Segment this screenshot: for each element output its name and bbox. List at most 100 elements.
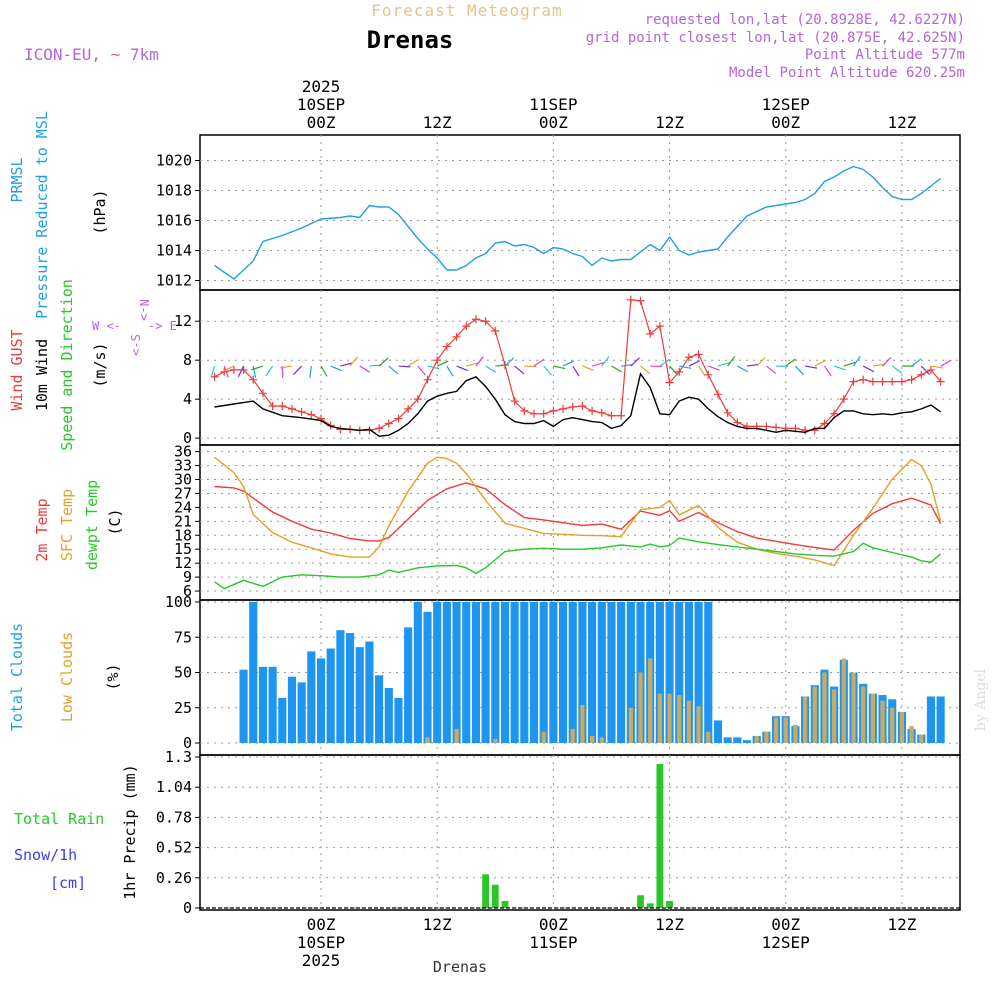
low-cloud-bar [783, 717, 788, 743]
wind-gust-point [404, 404, 413, 413]
wind-gust-point [743, 422, 752, 431]
total-cloud-bar [462, 602, 471, 743]
wind-gust-point [597, 408, 606, 417]
wind-direction-arrow [222, 365, 235, 373]
wind-gust-point [849, 377, 858, 386]
top-time-label: 12Z [423, 113, 452, 132]
y-tick-label: 36 [174, 443, 192, 461]
wind-direction-arrow [804, 365, 818, 369]
wind-gust-point [297, 407, 306, 416]
y-tick-label: 12 [174, 312, 192, 330]
wind-direction-arrow [330, 365, 342, 372]
low-cloud-bar [812, 686, 817, 743]
wind-10m-series-line [214, 372, 942, 437]
wind-direction-arrow [814, 360, 826, 367]
wind-direction-arrow [533, 358, 545, 367]
wind-direction-arrow [309, 365, 312, 379]
total-cloud-bar [539, 602, 548, 743]
sfc-temp-label: SFC Temp [58, 489, 76, 561]
low-cloud-bar [832, 689, 837, 743]
y-tick-label: 0 [183, 429, 192, 447]
wind-direction-arrow [591, 362, 604, 367]
wind-direction-arrow [407, 358, 419, 367]
wind-gust-point [936, 377, 945, 386]
total-cloud-bar [336, 630, 345, 743]
total-cloud-bar [326, 648, 335, 743]
top-time-label: 11SEP [529, 95, 577, 114]
wind-direction-arrow [562, 360, 575, 367]
wind-direction-arrow [669, 365, 679, 376]
total-rain-label: Total Rain [14, 810, 104, 828]
y-tick-label: 25 [174, 699, 192, 717]
wind-direction-arrow [388, 365, 399, 375]
point-altitude: Point Altitude 577m [805, 47, 965, 63]
requested-location: requested lon,lat (20.8928E, 42.6227N) [645, 12, 965, 28]
wind-direction-arrow [611, 365, 623, 373]
wind-direction-arrow [524, 365, 537, 368]
low-clouds-label: Low Clouds [58, 632, 76, 722]
y-tick-label: 0 [183, 734, 192, 752]
compass-south: <-S [129, 334, 143, 356]
low-cloud-bar [764, 731, 769, 743]
wind-direction-arrow [911, 358, 922, 367]
low-cloud-bar [686, 700, 692, 743]
wind-10m-label: 10m Wind [33, 339, 51, 411]
wind-gust-point [655, 322, 664, 331]
total-cloud-bar [665, 602, 674, 743]
bottom-time-label: 00Z [771, 915, 800, 934]
rain-bar [501, 901, 509, 908]
y-tick-label: 21 [174, 512, 192, 530]
low-cloud-bar [580, 704, 585, 743]
low-cloud-bar [638, 672, 643, 743]
total-cloud-bar [626, 602, 635, 743]
y-tick-label: 0.52 [156, 839, 192, 857]
wind-gust-point [762, 422, 771, 431]
top-time-label: 12Z [655, 113, 684, 132]
wind-direction-arrow [640, 365, 651, 375]
wind-direction-arrow [930, 365, 943, 369]
wind-gust-point [772, 423, 781, 432]
wind-gust-point [510, 397, 519, 406]
low-cloud-bar [696, 706, 701, 743]
snow-label: Snow/1h [14, 846, 77, 864]
total-cloud-bar [278, 697, 287, 743]
wind-direction-arrow [572, 365, 580, 377]
total-cloud-bar [617, 602, 626, 743]
wind-gust-point [694, 350, 703, 359]
total-cloud-bar [742, 740, 752, 743]
wind-direction-arrow [378, 357, 389, 367]
wind-direction-arrow [708, 365, 720, 371]
top-time-label: 10SEP [297, 95, 345, 114]
total-cloud-bar [375, 675, 384, 743]
low-cloud-bar [667, 693, 672, 743]
wind-direction-arrow [446, 365, 454, 377]
wind-direction-arrow [823, 365, 832, 377]
total-cloud-bar [926, 696, 936, 743]
total-cloud-bar [936, 696, 945, 743]
wind-gust-point [588, 406, 597, 415]
top-time-label: 12Z [887, 113, 916, 132]
top-time-label: 00Z [771, 113, 800, 132]
total-cloud-bar [452, 602, 461, 743]
pressure-full-label: Pressure Reduced to MSL [33, 111, 51, 319]
wind-direction-arrow [349, 356, 359, 367]
wind-gust-point [617, 411, 626, 420]
wind-gust-point [394, 414, 403, 423]
watermark: by Angel [973, 668, 989, 731]
wind-gust-point [781, 424, 790, 433]
total-cloud-bar [365, 641, 374, 743]
wind-gust-point [307, 410, 316, 419]
y-tick-label: 30 [174, 471, 192, 489]
wind-direction-arrow [882, 356, 892, 367]
chart-subtitle: Forecast Meteogram [371, 1, 562, 20]
total-cloud-bar [258, 666, 267, 743]
total-cloud-bar [413, 602, 422, 743]
total-cloud-bar [655, 602, 664, 743]
wind-direction-arrow [427, 365, 440, 370]
rain-bar [637, 895, 644, 908]
wind-gust-point [268, 401, 277, 410]
total-cloud-bar [568, 602, 577, 743]
total-cloud-bar [345, 633, 355, 743]
low-cloud-bar [570, 728, 575, 743]
wind-direction-arrow [688, 360, 700, 367]
